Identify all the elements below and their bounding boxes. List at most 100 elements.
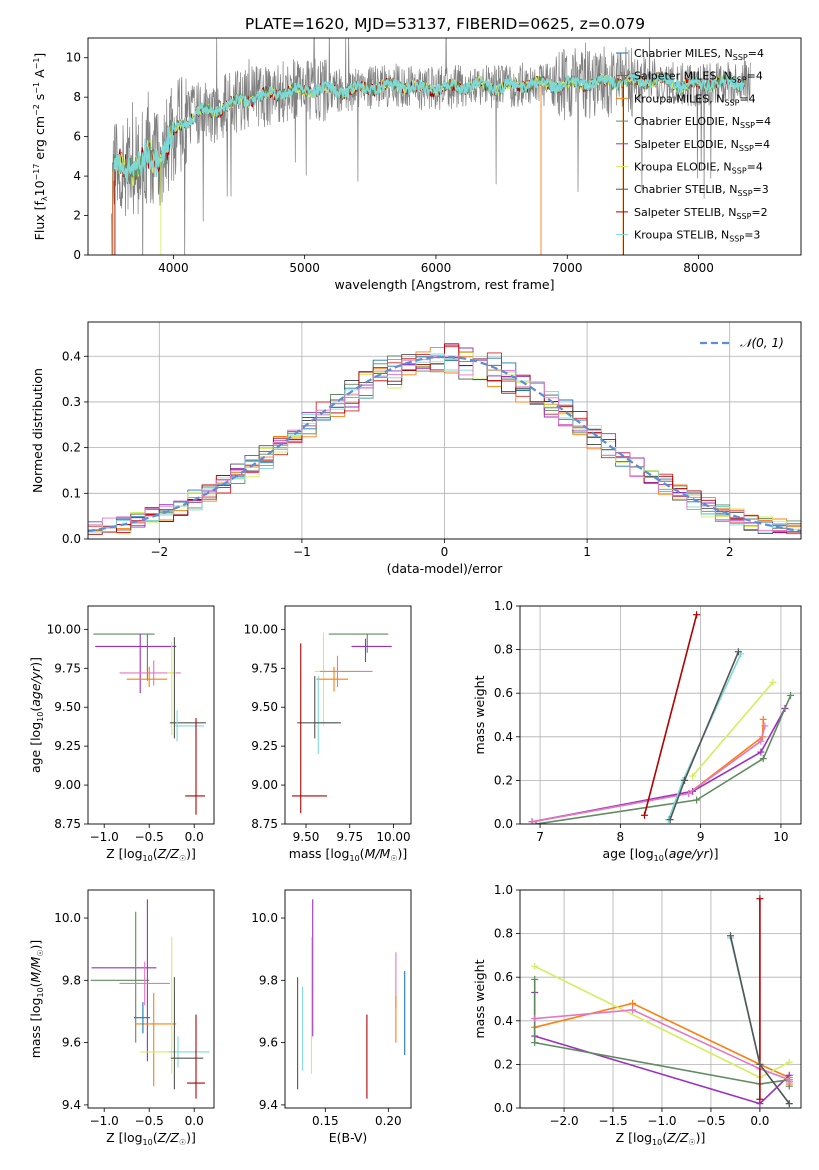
axes-age_vs_Z: −1.0 −0.5 0.0 8.75 9.00 9.25 9.50 9.75 10.00 Z [l… [28,605,215,863]
weight-line [691,681,774,777]
legend-entry: Chabrier STELIB, NSSP=3 [634,183,769,198]
weight-line [643,614,698,816]
y-tick-label: 9.8 [259,973,278,987]
axes-residuals: −2 −1 0 1 2 0.0 0.1 0.2 0.3 0.4 (data-model)/error… [30,321,802,576]
weight-line [531,725,766,823]
axes-frame [87,605,215,825]
x-tick-label: −1.0 [90,1114,119,1128]
axes-frame [87,889,215,1109]
legend-entry: Kroupa ELODIE, NSSP=4 [634,161,763,176]
y-tick-label: 0 [73,248,81,262]
x-tick-label: −1.0 [90,830,119,844]
x-tick-label: 8 [617,830,625,844]
y-tick-label: 0.0 [494,1101,513,1115]
x-tick-label: 0.0 [185,1114,204,1128]
y-tick-label: 9.25 [54,739,81,753]
y-tick-label: 10.0 [251,911,278,925]
y-tick-label: 9.4 [259,1098,278,1112]
y-tick-label: 9.00 [251,778,278,792]
y-axis-label: mass weight [472,959,487,1038]
y-axis-label: Flux [fλ10−17 erg cm−2 s−1 A−1] [32,53,49,241]
axes-age_vs_mass: 9.50 9.75 10.00 8.75 9.00 9.25 9.50 9.75 10.00 ma… [244,605,412,863]
y-tick-label: 9.75 [251,661,278,675]
x-tick-label: −0.5 [135,1114,164,1128]
y-tick-label: 9.25 [251,739,278,753]
histogram-step [88,353,801,533]
x-tick-label: −0.5 [696,1114,725,1128]
y-axis-label: mass weight [472,675,487,754]
legend-entry: Kroupa MILES, NSSP=4 [634,92,756,107]
figure-title: PLATE=1620, MJD=53137, FIBERID=0625, z=0… [245,15,645,33]
x-tick-label: −1 [293,545,311,559]
x-tick-label: −1.5 [598,1114,627,1128]
y-tick-label: 0.1 [62,486,81,500]
x-tick-label: 9 [697,830,705,844]
y-tick-label: 9.50 [54,700,81,714]
y-tick-label: 1.0 [494,883,513,897]
y-tick-label: 10.00 [244,622,278,636]
axes-weight_vs_Z: −2.0 −1.5 −1.0 −0.5 0.0 0.0 0.2 0.4 0.6 0.8 1.0 Z [… [472,883,802,1147]
y-tick-label: 9.00 [54,778,81,792]
x-axis-label: Z [log10(Z/Z☉)] [106,846,196,863]
y-tick-label: 2 [73,209,81,223]
plot-area [93,633,206,815]
y-tick-label: 8 [73,90,81,104]
axes-mass_vs_ebv: 0.15 0.20 9.4 9.6 9.8 10.0 E(B-V) [251,889,412,1145]
y-axis-label: mass [log10(M/M☉)] [28,940,45,1059]
y-tick-label: 8.75 [251,817,278,831]
y-tick-label: 10 [66,51,81,65]
legend-entry: Kroupa STELIB, NSSP=3 [634,229,760,244]
axes-weight_vs_age: 7 8 9 10 0.0 0.2 0.4 0.6 0.8 1.0 age [log10(age/yr… [472,599,802,863]
y-tick-label: 0.6 [494,686,513,700]
x-tick-label: 7000 [552,261,583,275]
y-axis-label: age [log10(age/yr)] [28,657,45,773]
x-tick-label: 10 [773,830,788,844]
y-tick-label: 10.00 [47,622,81,636]
legend-entry: Salpeter ELODIE, NSSP=4 [634,138,770,153]
y-tick-label: 10.0 [54,911,81,925]
y-tick-label: 0.2 [494,1057,513,1071]
x-tick-label: −2 [150,545,168,559]
y-tick-label: 9.50 [251,700,278,714]
legend-entry: Salpeter STELIB, NSSP=2 [634,206,768,221]
y-tick-label: 4 [73,169,81,183]
x-axis-label: wavelength [Angstrom, rest frame] [334,277,554,292]
x-tick-label: 0.0 [750,1114,769,1128]
x-axis-label: age [log10(age/yr)] [602,846,718,863]
x-tick-label: 9.50 [293,830,320,844]
y-tick-label: 0.4 [62,349,81,363]
x-axis-label: E(B-V) [329,1130,368,1145]
y-tick-label: 0.3 [62,395,81,409]
y-tick-label: 9.75 [54,661,81,675]
x-tick-label: 10.00 [376,830,410,844]
plot-area [528,611,795,824]
y-tick-label: 1.0 [494,599,513,613]
plot-area [111,38,751,255]
y-tick-label: 6 [73,130,81,144]
y-axis-label: Normed distribution [30,368,45,493]
plot-area [90,899,210,1099]
axes-frame [284,889,412,1109]
plot-area [531,895,793,1108]
legend-entry: Chabrier MILES, NSSP=4 [634,47,764,62]
y-tick-label: 0.4 [494,1014,513,1028]
x-axis-label: Z [log10(Z/Z☉)] [616,1130,706,1147]
axes-frame [87,37,802,256]
y-tick-label: 9.4 [62,1098,81,1112]
model-spectrum [112,72,745,182]
x-tick-label: −2.0 [549,1114,578,1128]
axes-frame [519,605,802,825]
plot-area [297,899,406,1099]
observed-spectrum [111,38,751,255]
x-tick-label: 5000 [289,261,320,275]
y-tick-label: 0.2 [62,441,81,455]
y-tick-label: 0.8 [494,927,513,941]
x-tick-label: −0.5 [135,830,164,844]
x-axis-label: mass [log10(M/M☉)] [289,846,408,863]
y-tick-label: 0.0 [62,532,81,546]
x-tick-label: 1 [583,545,591,559]
y-tick-label: 0.6 [494,970,513,984]
plot-area [292,632,392,814]
